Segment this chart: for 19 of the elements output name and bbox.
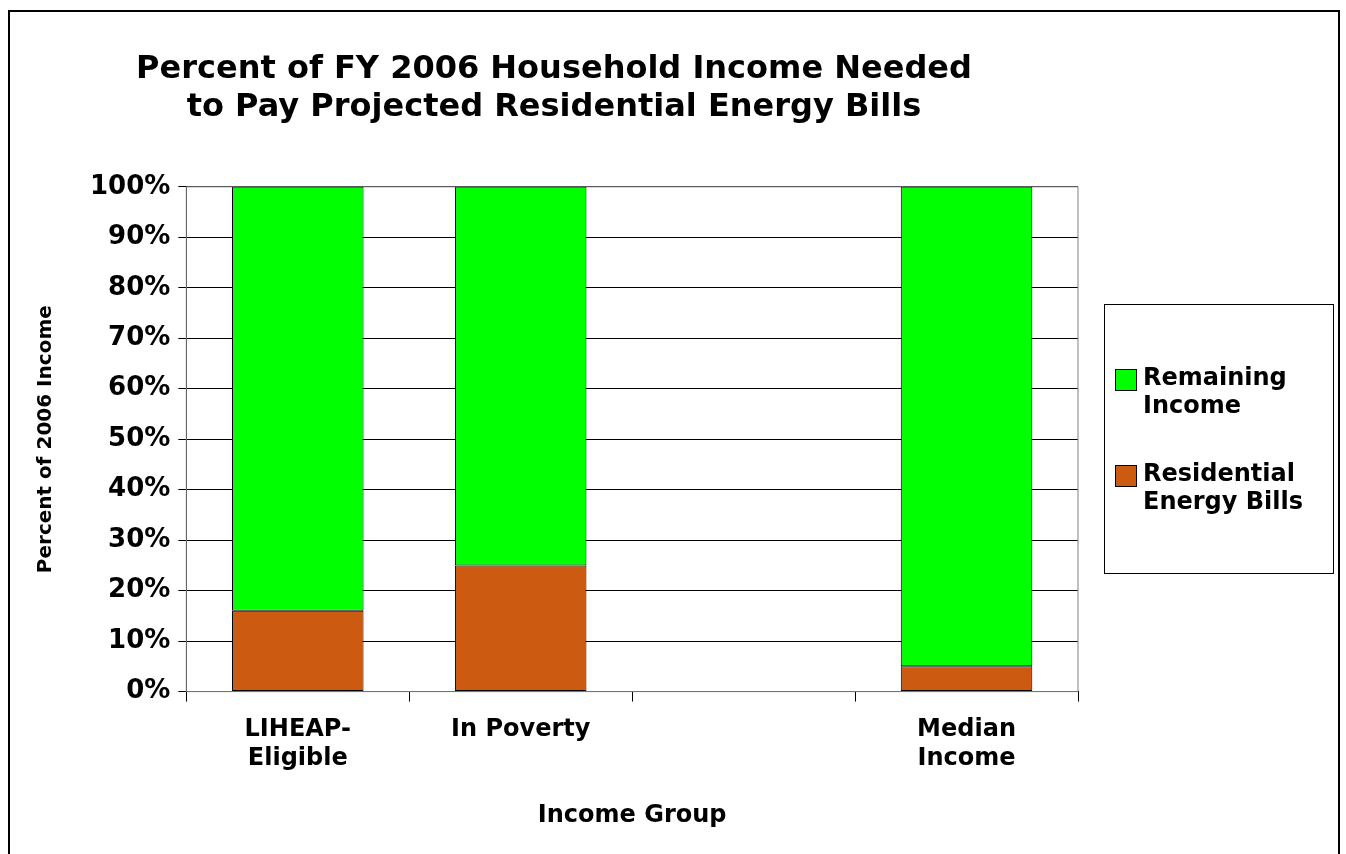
y-tick-label: 100% <box>90 169 171 200</box>
y-tick-label: 70% <box>108 320 171 351</box>
y-tick-label: 60% <box>108 371 171 402</box>
y-tick-label: 50% <box>108 421 171 452</box>
legend-label: Remaining Income <box>1143 363 1288 420</box>
y-tick-label: 30% <box>108 522 171 553</box>
y-tick-label: 20% <box>108 573 171 604</box>
chart-title: Percent of FY 2006 Household Income Needed to Pay Projected Residential Energy Bills <box>136 47 972 124</box>
x-tick-label: Median Income <box>917 714 1016 772</box>
y-tick-label: 90% <box>108 220 171 251</box>
y-axis-title: Percent of 2006 Income <box>32 305 57 574</box>
x-axis-title: Income Group <box>537 799 727 828</box>
y-tick-label: 40% <box>108 472 171 503</box>
y-tick-label: 10% <box>108 623 171 654</box>
y-tick-label: 80% <box>108 270 171 301</box>
x-tick-label: LIHEAP-Eligible <box>244 714 351 772</box>
x-tick-label: In Poverty <box>451 714 591 743</box>
legend-label: Residential Energy Bills <box>1143 459 1305 516</box>
y-tick-label: 0% <box>126 674 171 705</box>
